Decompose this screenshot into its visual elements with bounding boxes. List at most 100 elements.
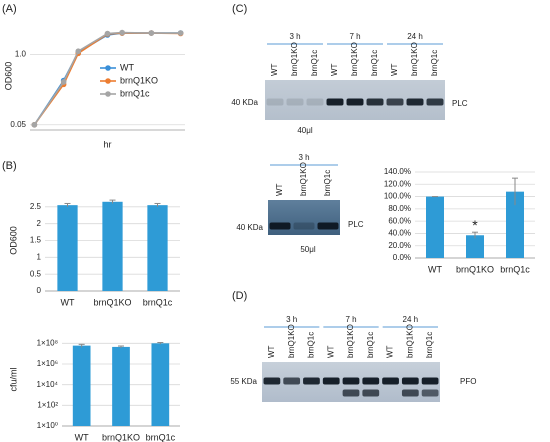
bar: [102, 201, 123, 291]
bar: [72, 345, 91, 426]
y-tick-label: 1.0: [15, 50, 27, 59]
bar: [147, 205, 168, 291]
bar: [112, 346, 130, 426]
bar: [57, 205, 78, 291]
time-label: 3 h: [289, 32, 300, 41]
blot-band: [293, 222, 315, 230]
y-tick-label: 0: [37, 286, 42, 295]
y-tick-label: 1: [37, 252, 42, 261]
legend-marker: [105, 91, 111, 97]
marker-label: 40 KDa: [236, 223, 263, 232]
lane-label: WT: [270, 63, 279, 76]
legend-label: brnQ1KO: [120, 75, 158, 85]
bar: [151, 343, 170, 426]
blot-band: [346, 98, 364, 106]
blot-band: [317, 222, 339, 230]
lane-label: WT: [386, 345, 395, 358]
bar: [426, 196, 444, 258]
blot-band: [362, 389, 380, 397]
protein-label: PFO: [460, 377, 476, 386]
time-label: 3 h: [298, 153, 309, 162]
y-tick-label: 1×10⁰: [37, 421, 58, 430]
lane-label: WT: [330, 63, 339, 76]
lane-label: brnQ1c: [425, 332, 434, 358]
y-tick-label: 100.0%: [384, 192, 411, 201]
x-tick-label: brnQ1c: [143, 297, 173, 307]
blot-band: [406, 98, 424, 106]
blot-image: [268, 200, 340, 235]
y-tick-label: 60.0%: [388, 216, 411, 225]
time-label: 24 h: [407, 32, 423, 41]
y-tick-label: 0.5: [30, 269, 42, 278]
lane-label: brnQ1c: [430, 50, 439, 76]
lane-label: WT: [275, 183, 284, 196]
y-tick-label: 2: [37, 219, 42, 228]
blot-band: [263, 377, 281, 385]
x-tick-label: brnQ1KO: [93, 297, 131, 307]
volume-label: 40μl: [297, 126, 313, 135]
y-tick-label: 80.0%: [388, 204, 411, 213]
protein-label: PLC: [348, 220, 364, 229]
blot-band: [366, 98, 384, 106]
blot-band: [386, 98, 404, 106]
lane-label: brnQ1KO: [299, 162, 308, 196]
lane-label: brnQ1c: [310, 50, 319, 76]
time-label: 7 h: [345, 315, 356, 324]
y-axis-label: OD600: [8, 226, 18, 255]
y-tick-label: 40.0%: [388, 229, 411, 238]
x-axis-label: hr: [103, 139, 111, 149]
blot-band: [421, 389, 439, 397]
blot-band: [303, 377, 320, 385]
legend-label: brnQ1c: [120, 88, 150, 98]
blot-band: [322, 377, 340, 385]
blot-band: [266, 98, 284, 106]
y-tick-label: 0.0%: [393, 253, 411, 262]
time-label: 7 h: [349, 32, 360, 41]
x-tick-label: WT: [75, 432, 89, 442]
lane-label: brnQ1KO: [290, 42, 299, 76]
y-tick-label: 1×10⁴: [37, 380, 59, 389]
blot-band: [421, 377, 439, 385]
blot-band: [362, 377, 380, 385]
legend-marker: [105, 78, 111, 84]
y-axis-label: cfu/ml: [8, 367, 18, 391]
y-tick-label: 120.0%: [384, 179, 411, 188]
blot-band: [326, 98, 344, 106]
blot-band: [269, 222, 291, 230]
x-tick-label: WT: [428, 264, 442, 274]
annotation: *: [472, 217, 478, 233]
y-tick-label: 0.05: [10, 120, 26, 129]
y-tick-label: 140.0%: [384, 167, 411, 176]
lane-label: brnQ1c: [370, 50, 379, 76]
marker-label: 55 KDa: [230, 377, 257, 386]
blot-band: [283, 377, 301, 385]
time-label: 3 h: [286, 315, 297, 324]
y-axis-label: OD600: [3, 62, 13, 91]
lane-label: brnQ1c: [366, 332, 375, 358]
blot-band: [401, 377, 419, 385]
lane-label: brnQ1KO: [350, 42, 359, 76]
panel-label: (A): [2, 3, 17, 15]
protein-label: PLC: [452, 99, 468, 108]
lane-label: WT: [267, 345, 276, 358]
y-tick-label: 1×10⁸: [37, 338, 58, 347]
blot-band: [401, 389, 419, 397]
bar: [506, 191, 524, 258]
lane-label: brnQ1c: [307, 332, 316, 358]
blot-band: [426, 98, 444, 106]
y-tick-label: 1.5: [30, 236, 42, 245]
legend-marker: [105, 65, 111, 71]
x-tick-label: brnQ1KO: [102, 432, 140, 442]
y-tick-label: 1×10²: [37, 400, 58, 409]
blot-band: [306, 98, 324, 106]
lane-label: brnQ1KO: [405, 324, 414, 358]
blot-band: [382, 377, 399, 385]
data-point: [119, 29, 125, 36]
x-tick-label: brnQ1KO: [456, 264, 494, 274]
marker-label: 40 KDa: [231, 98, 258, 107]
x-tick-label: brnQ1c: [500, 264, 530, 274]
legend-label: WT: [120, 62, 134, 72]
panel-label: (B): [2, 160, 17, 172]
bar: [466, 235, 484, 258]
